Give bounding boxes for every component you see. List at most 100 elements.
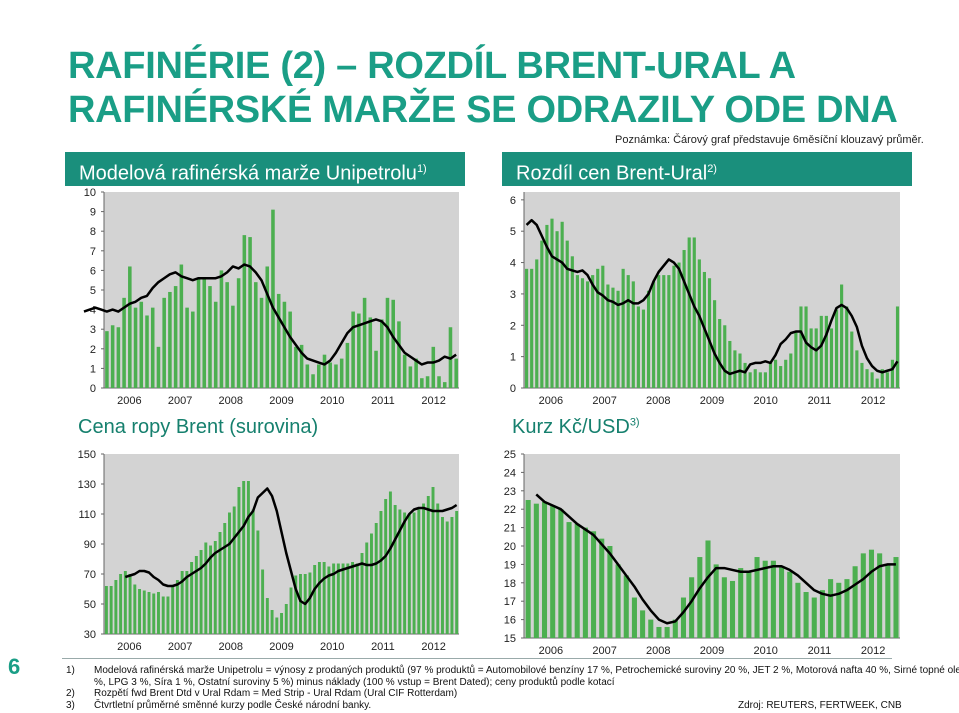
bar: [852, 566, 858, 638]
bar: [219, 270, 224, 388]
bar: [667, 275, 671, 388]
panel-title: Cena ropy Brent (surovina): [78, 416, 319, 438]
bar: [885, 372, 889, 388]
bar: [282, 301, 287, 388]
y-tick-label: 150: [78, 449, 96, 461]
bar: [408, 366, 413, 388]
y-tick-label: 15: [504, 633, 516, 645]
bar: [248, 237, 252, 388]
bar: [779, 366, 783, 388]
bar: [692, 237, 696, 388]
bar: [641, 309, 646, 388]
bar: [819, 315, 823, 388]
bar: [294, 575, 298, 634]
bar: [713, 300, 717, 388]
bar: [393, 505, 397, 634]
bar: [228, 512, 231, 634]
bar: [697, 259, 701, 388]
bar: [157, 592, 160, 634]
bar: [397, 321, 401, 388]
bar: [829, 328, 834, 388]
bar: [753, 369, 757, 388]
x-tick-label: 2010: [753, 395, 777, 407]
bar: [288, 311, 292, 388]
bar: [566, 522, 572, 638]
bar: [770, 560, 776, 638]
bar: [870, 372, 874, 388]
bar: [357, 313, 361, 388]
bar: [150, 307, 155, 388]
moving-average-line: [124, 487, 458, 606]
bar: [204, 542, 208, 634]
bar: [231, 305, 235, 388]
x-tick-label: 2006: [539, 645, 563, 657]
bar: [105, 331, 109, 388]
bar: [550, 505, 556, 638]
bar: [138, 589, 142, 634]
x-tick-label: 2009: [269, 641, 293, 653]
bar: [733, 350, 737, 388]
bar: [185, 571, 189, 634]
bar: [171, 586, 175, 634]
x-tick-label: 2009: [700, 395, 724, 407]
bar: [313, 565, 317, 634]
bar: [420, 378, 424, 388]
bar: [437, 376, 441, 388]
bar: [223, 523, 227, 634]
bar: [398, 509, 402, 634]
bar: [142, 590, 146, 634]
bar: [346, 563, 350, 634]
bar: [723, 325, 727, 388]
bar: [104, 586, 108, 634]
x-tick-label: 2009: [700, 645, 724, 657]
x-tick-label: 2012: [421, 641, 445, 653]
bar: [591, 531, 597, 638]
footnote-number: 1): [66, 665, 75, 676]
bar: [370, 533, 373, 634]
y-tick-label: 90: [84, 539, 96, 551]
bar: [713, 564, 719, 638]
bar: [322, 562, 326, 634]
bar: [119, 574, 123, 634]
bar: [845, 306, 849, 388]
x-tick-label: 2010: [753, 645, 777, 657]
bar: [803, 592, 809, 638]
bar: [431, 346, 436, 388]
bar: [533, 503, 539, 638]
footnote-text: Modelová rafinérská marže Unipetrolu = v…: [94, 665, 959, 676]
bar: [582, 527, 588, 638]
x-tick-label: 2012: [861, 645, 885, 657]
bar: [680, 597, 687, 638]
bar: [360, 553, 364, 634]
x-tick-label: 2012: [861, 395, 885, 407]
bar: [877, 553, 883, 638]
bar: [728, 340, 732, 388]
bar: [122, 297, 126, 388]
y-tick-label: 18: [504, 578, 516, 590]
bar: [454, 358, 458, 388]
bar: [779, 566, 785, 638]
x-tick-label: 2008: [646, 395, 670, 407]
bar: [652, 281, 656, 388]
bar: [123, 571, 127, 634]
x-tick-label: 2012: [421, 395, 445, 407]
y-tick-label: 6: [90, 265, 96, 277]
y-tick-label: 9: [90, 207, 96, 219]
bar: [261, 569, 265, 634]
bar: [179, 264, 184, 388]
bar: [384, 499, 388, 634]
bar: [672, 265, 676, 388]
x-tick-label: 2011: [371, 641, 395, 653]
x-tick-label: 2008: [219, 641, 243, 653]
bar: [152, 593, 156, 634]
bar: [762, 560, 768, 638]
bar: [166, 596, 170, 634]
bar: [417, 509, 421, 634]
footnote-ref: 3): [629, 416, 640, 429]
bar: [336, 563, 340, 634]
y-tick-label: 7: [90, 246, 96, 258]
bar: [754, 557, 760, 638]
bar: [442, 382, 447, 388]
plot-area: [524, 454, 900, 638]
bar: [677, 262, 681, 388]
